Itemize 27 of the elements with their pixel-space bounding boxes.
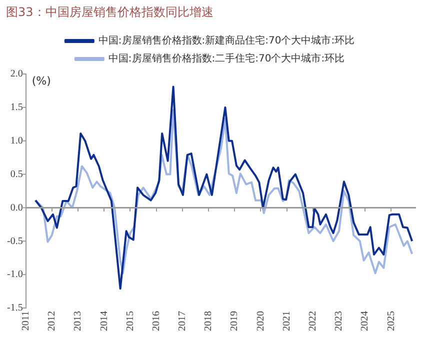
x-tick-label: 2013 bbox=[72, 311, 84, 331]
y-tick-label: 0.5 bbox=[10, 168, 23, 180]
x-tick-label: 2016 bbox=[150, 311, 162, 331]
x-tick-label: 2012 bbox=[46, 311, 58, 331]
x-tick-label: 2014 bbox=[98, 311, 110, 331]
x-tick-label: 2021 bbox=[281, 311, 292, 331]
x-tick-label: 2025 bbox=[386, 311, 397, 331]
y-tick-label: 1.5 bbox=[10, 102, 23, 114]
y-tick-label: 1.0 bbox=[10, 135, 23, 146]
x-tick-label: 2018 bbox=[203, 311, 214, 331]
y-tick-label: 0.0 bbox=[10, 202, 23, 214]
chart-title: 图33：中国房屋销售价格指数同比增速 bbox=[6, 4, 214, 21]
x-tick-label: 2024 bbox=[360, 311, 371, 331]
x-tick-label: 2023 bbox=[334, 311, 345, 331]
x-tick-label: 2015 bbox=[124, 311, 136, 331]
y-tick-label: -1.0 bbox=[6, 269, 23, 280]
x-tick-label: 2011 bbox=[20, 311, 32, 331]
x-tick-label: 2020 bbox=[255, 311, 266, 331]
x-tick-label: 2017 bbox=[177, 311, 188, 331]
x-tick-label: 2019 bbox=[229, 311, 240, 331]
y-tick-label: 2.0 bbox=[10, 68, 23, 80]
legend-label: 中国:房屋销售价格指数:新建商品住宅:70个大中城市:环比 bbox=[98, 34, 355, 47]
legend-label: 中国:房屋销售价格指数:二手住宅:70个大中城市:环比 bbox=[108, 52, 345, 65]
x-tick-label: 2022 bbox=[308, 311, 319, 331]
y-tick-label: -1.5 bbox=[6, 302, 23, 314]
y-axis-title: (%) bbox=[32, 74, 51, 88]
y-tick-label: -0.5 bbox=[6, 236, 23, 247]
